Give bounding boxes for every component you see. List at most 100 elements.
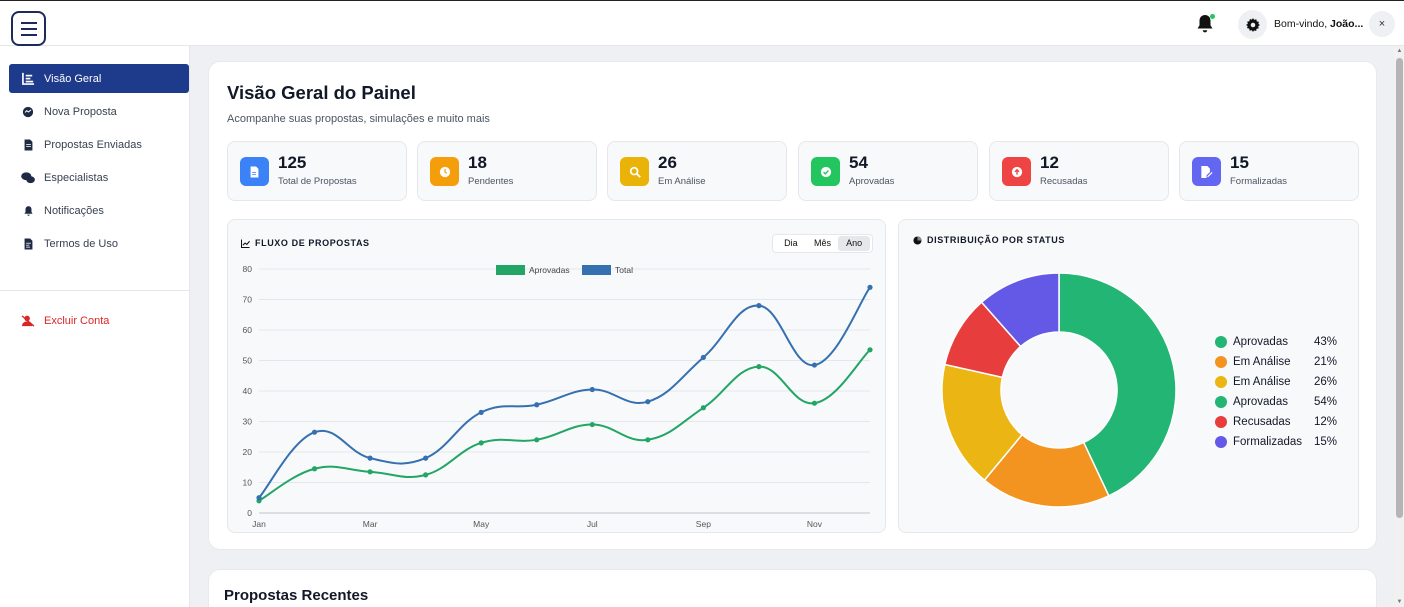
page-subtitle: Acompanhe suas propostas, simulações e m… [227, 113, 490, 125]
legend-dot [1215, 416, 1227, 428]
data-point [534, 402, 540, 408]
legend-percent: 15% [1314, 436, 1338, 448]
legend-item: Em Análise 26% [1215, 374, 1337, 390]
terms-icon [21, 237, 35, 251]
stat-card-em-analise[interactable]: 26 Em Análise [607, 141, 787, 201]
new-proposal-icon [21, 105, 35, 119]
notifications-button[interactable] [1195, 13, 1215, 35]
sidebar-item-label: Nova Proposta [44, 105, 117, 118]
y-tick-label: 20 [243, 447, 253, 457]
hamburger-menu-button[interactable] [11, 11, 46, 46]
data-point [700, 354, 706, 361]
legend-swatch [582, 265, 611, 275]
x-tick-label: Jan [252, 519, 266, 529]
sidebar-item-label: Visão Geral [44, 72, 102, 85]
x-tick-label: Nov [807, 519, 823, 529]
sidebar-item-visao-geral[interactable]: Visão Geral [9, 64, 189, 93]
sidebar-item-especialistas[interactable]: Especialistas [9, 163, 189, 192]
legend-dot [1215, 436, 1227, 448]
status-distribution-panel: DISTRIBUIÇÃO POR STATUS Aprovadas 43% Em A… [898, 219, 1359, 533]
y-tick-label: 70 [243, 295, 253, 305]
legend-item: Em Análise 21% [1215, 354, 1337, 370]
legend-swatch [496, 265, 525, 275]
data-point [589, 386, 595, 393]
x-tick-label: Sep [696, 519, 711, 529]
recent-proposals-card: Propostas Recentes [208, 569, 1377, 607]
scrollbar-thumb[interactable] [1396, 58, 1403, 518]
data-point [589, 421, 595, 428]
x-tick-label: May [473, 519, 490, 529]
toggle-ano[interactable]: Ano [838, 236, 871, 251]
sidebar-item-notificacoes[interactable]: Notificações [9, 196, 189, 225]
sidebar-item-propostas-enviadas[interactable]: Propostas Enviadas [9, 130, 189, 159]
legend-percent: 26% [1314, 376, 1338, 388]
data-point [367, 469, 373, 475]
stat-card-formalizadas[interactable]: 15 Formalizadas [1179, 141, 1359, 201]
bell-icon [21, 204, 35, 218]
notification-indicator [1210, 14, 1215, 19]
stat-card-aprovadas[interactable]: 54 Aprovadas [798, 141, 978, 201]
toggle-dia[interactable]: Dia [784, 238, 798, 248]
stat-value: 26 [658, 153, 677, 172]
bell-icon [1197, 15, 1213, 33]
check-icon [811, 157, 840, 186]
dashboard-overview-card: Visão Geral do Painel Acompanhe suas pro… [208, 61, 1377, 550]
toggle-mes[interactable]: Mês [814, 238, 832, 248]
data-point [423, 455, 429, 461]
stat-value: 15 [1230, 153, 1249, 172]
stat-label: Pendentes [468, 176, 514, 187]
data-point [811, 400, 818, 406]
legend-label: Aprovadas [529, 265, 570, 275]
stat-label: Recusadas [1040, 176, 1088, 187]
sidebar-divider [0, 290, 190, 291]
legend-label: Em Análise [1233, 356, 1291, 368]
period-toggle: Dia Mês Ano [772, 234, 873, 253]
close-button[interactable]: × [1369, 11, 1395, 37]
delete-account-button[interactable]: Excluir Conta [9, 306, 189, 335]
data-point [645, 437, 651, 443]
sidebar-item-label: Propostas Enviadas [44, 138, 142, 151]
data-point [256, 495, 262, 501]
welcome-prefix: Bom-vindo, [1274, 18, 1331, 30]
legend-dot [1215, 376, 1227, 388]
donut-slice [1058, 272, 1177, 497]
legend-label: Formalizadas [1233, 436, 1303, 448]
scroll-down-arrow[interactable]: ▼ [1396, 599, 1403, 605]
sidebar-item-termos-de-uso[interactable]: Termos de Uso [9, 229, 189, 258]
legend-percent: 21% [1314, 356, 1338, 368]
stat-card-recusadas[interactable]: 12 Recusadas [989, 141, 1169, 201]
settings-button[interactable] [1238, 10, 1267, 39]
series-line-total [258, 286, 871, 499]
arrow-up-icon [1002, 157, 1031, 186]
data-point [534, 437, 540, 443]
signature-icon [1192, 157, 1221, 186]
clock-icon [430, 157, 459, 186]
donut-chart [941, 272, 1177, 508]
pie-chart-icon [913, 235, 922, 245]
welcome-text: Bom-vindo, João... [1274, 18, 1363, 30]
stat-label: Aprovadas [849, 176, 895, 187]
y-tick-label: 60 [243, 325, 253, 335]
data-point [700, 405, 706, 411]
y-tick-label: 10 [243, 478, 253, 488]
delete-account-label: Excluir Conta [44, 314, 110, 327]
sidebar-item-label: Notificações [44, 204, 104, 217]
stat-value: 54 [849, 153, 868, 172]
legend-dot [1215, 356, 1227, 368]
sidebar: Visão Geral Nova Proposta Propostas Envi… [0, 46, 190, 607]
series-line-aprovadas [258, 349, 871, 502]
stat-card-total[interactable]: 125 Total de Propostas [227, 141, 407, 201]
chat-icon [21, 171, 35, 185]
y-tick-label: 40 [243, 386, 253, 396]
sidebar-item-nova-proposta[interactable]: Nova Proposta [9, 97, 189, 126]
line-chart-icon [241, 238, 250, 248]
legend-label: Em Análise [1233, 376, 1291, 388]
scroll-up-arrow[interactable]: ▲ [1396, 48, 1403, 54]
stat-label: Total de Propostas [278, 176, 357, 187]
proposal-flow-panel: FLUXO DE PROPOSTAS Dia Mês Ano 0 10 20 30 40… [227, 219, 886, 533]
legend-label: Aprovadas [1233, 396, 1288, 408]
stat-card-pendentes[interactable]: 18 Pendentes [417, 141, 597, 201]
legend-label: Aprovadas [1233, 336, 1288, 348]
stat-value: 12 [1040, 153, 1059, 172]
data-point [867, 284, 873, 290]
